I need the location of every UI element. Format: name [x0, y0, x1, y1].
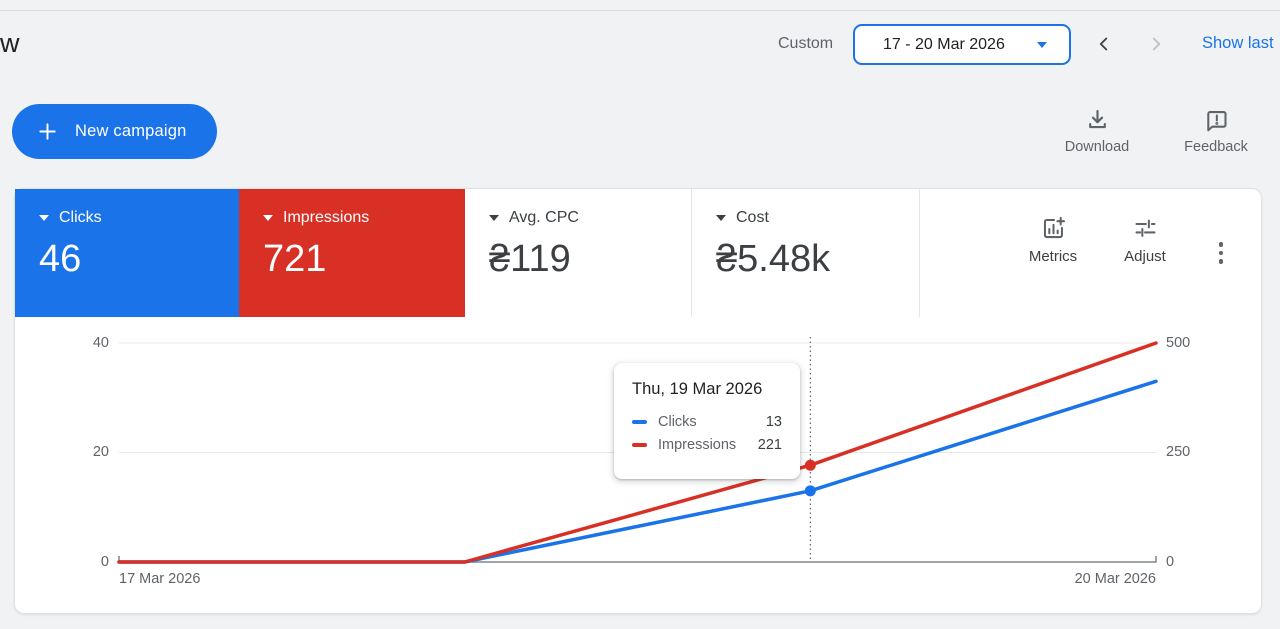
new-campaign-button[interactable]: New campaign — [12, 104, 217, 159]
previous-date-range-button[interactable] — [1088, 28, 1120, 60]
date-range-value: 17 - 20 Mar 2026 — [883, 35, 1005, 53]
date-range-picker[interactable]: 17 - 20 Mar 2026 — [853, 24, 1071, 65]
metrics-button[interactable]: Metrics — [1013, 215, 1093, 265]
x-axis-label-start: 17 Mar 2026 — [119, 571, 201, 587]
feedback-label: Feedback — [1184, 139, 1248, 155]
overview-card: Clicks 46 Impressions 721 Avg. CPC ₴119 … — [14, 188, 1262, 614]
adjust-icon — [1134, 219, 1156, 237]
scorecard-label: Clicks — [59, 209, 102, 226]
new-campaign-label: New campaign — [75, 122, 187, 140]
tooltip-row-clicks: Clicks 13 — [632, 414, 782, 430]
date-range-type-label: Custom — [778, 35, 834, 52]
chart-canvas[interactable] — [15, 317, 1261, 615]
scorecard-row: Clicks 46 Impressions 721 Avg. CPC ₴119 … — [15, 189, 1261, 317]
right-axis-tick: 500 — [1166, 335, 1191, 351]
feedback-button[interactable]: Feedback — [1176, 107, 1256, 155]
scorecard-value: 46 — [39, 238, 82, 280]
scorecard-impressions[interactable]: Impressions 721 — [239, 189, 465, 317]
right-axis-tick: 250 — [1166, 444, 1191, 460]
left-axis-tick: 40 — [92, 335, 109, 351]
scorecard-clicks[interactable]: Clicks 46 — [15, 189, 239, 317]
performance-chart: 40 20 0 500 250 0 17 Mar 2026 20 Mar 202… — [15, 317, 1261, 613]
chevron-left-icon — [1099, 37, 1108, 51]
chevron-right-icon — [1152, 37, 1161, 51]
tooltip-row-impressions: Impressions 221 — [632, 437, 782, 453]
tooltip-series-label: Clicks — [658, 414, 697, 430]
tooltip-series-value: 13 — [765, 414, 782, 430]
page-title: w — [0, 28, 20, 58]
clicks-series-swatch — [632, 420, 647, 424]
adjust-button[interactable]: Adjust — [1105, 215, 1185, 265]
tooltip-date: Thu, 19 Mar 2026 — [632, 380, 763, 398]
right-axis-tick: 0 — [1166, 554, 1175, 570]
scorecard-cost[interactable]: Cost ₴5.48k — [692, 189, 920, 317]
chevron-down-icon — [263, 215, 273, 221]
scorecard-label: Avg. CPC — [509, 209, 579, 226]
kebab-icon — [1218, 242, 1224, 247]
adjust-label: Adjust — [1124, 248, 1166, 265]
metrics-icon — [1043, 216, 1065, 239]
download-button[interactable]: Download — [1058, 107, 1136, 155]
scorecard-value: 721 — [263, 238, 327, 280]
scorecard-label: Cost — [736, 209, 769, 226]
metrics-label: Metrics — [1028, 248, 1078, 265]
tooltip-series-value: 221 — [757, 437, 782, 453]
more-options-button[interactable] — [1207, 227, 1235, 279]
next-date-range-button[interactable] — [1140, 28, 1172, 60]
left-axis-tick: 20 — [92, 444, 109, 460]
scorecard-label: Impressions — [283, 209, 370, 226]
chevron-down-icon — [39, 215, 49, 221]
feedback-icon — [1206, 111, 1227, 132]
download-icon — [1088, 109, 1106, 129]
plus-icon — [39, 123, 56, 140]
left-axis-tick: 0 — [100, 554, 109, 570]
impressions-series-swatch — [632, 443, 647, 447]
tooltip-series-label: Impressions — [658, 437, 737, 453]
download-label: Download — [1064, 139, 1130, 155]
chart-tooltip: Thu, 19 Mar 2026 Clicks 13 Impressions 2… — [614, 363, 800, 479]
chevron-down-icon — [716, 215, 726, 221]
chevron-down-icon — [489, 215, 499, 221]
scorecard-value: ₴119 — [489, 238, 571, 280]
x-axis-label-end: 20 Mar 2026 — [1074, 571, 1156, 587]
show-last-link[interactable]: Show last — [1202, 34, 1274, 52]
scorecard-avg-cpc[interactable]: Avg. CPC ₴119 — [465, 189, 692, 317]
chevron-down-icon — [1037, 41, 1047, 48]
scorecard-value: ₴5.48k — [716, 238, 831, 280]
top-divider — [0, 10, 1280, 11]
